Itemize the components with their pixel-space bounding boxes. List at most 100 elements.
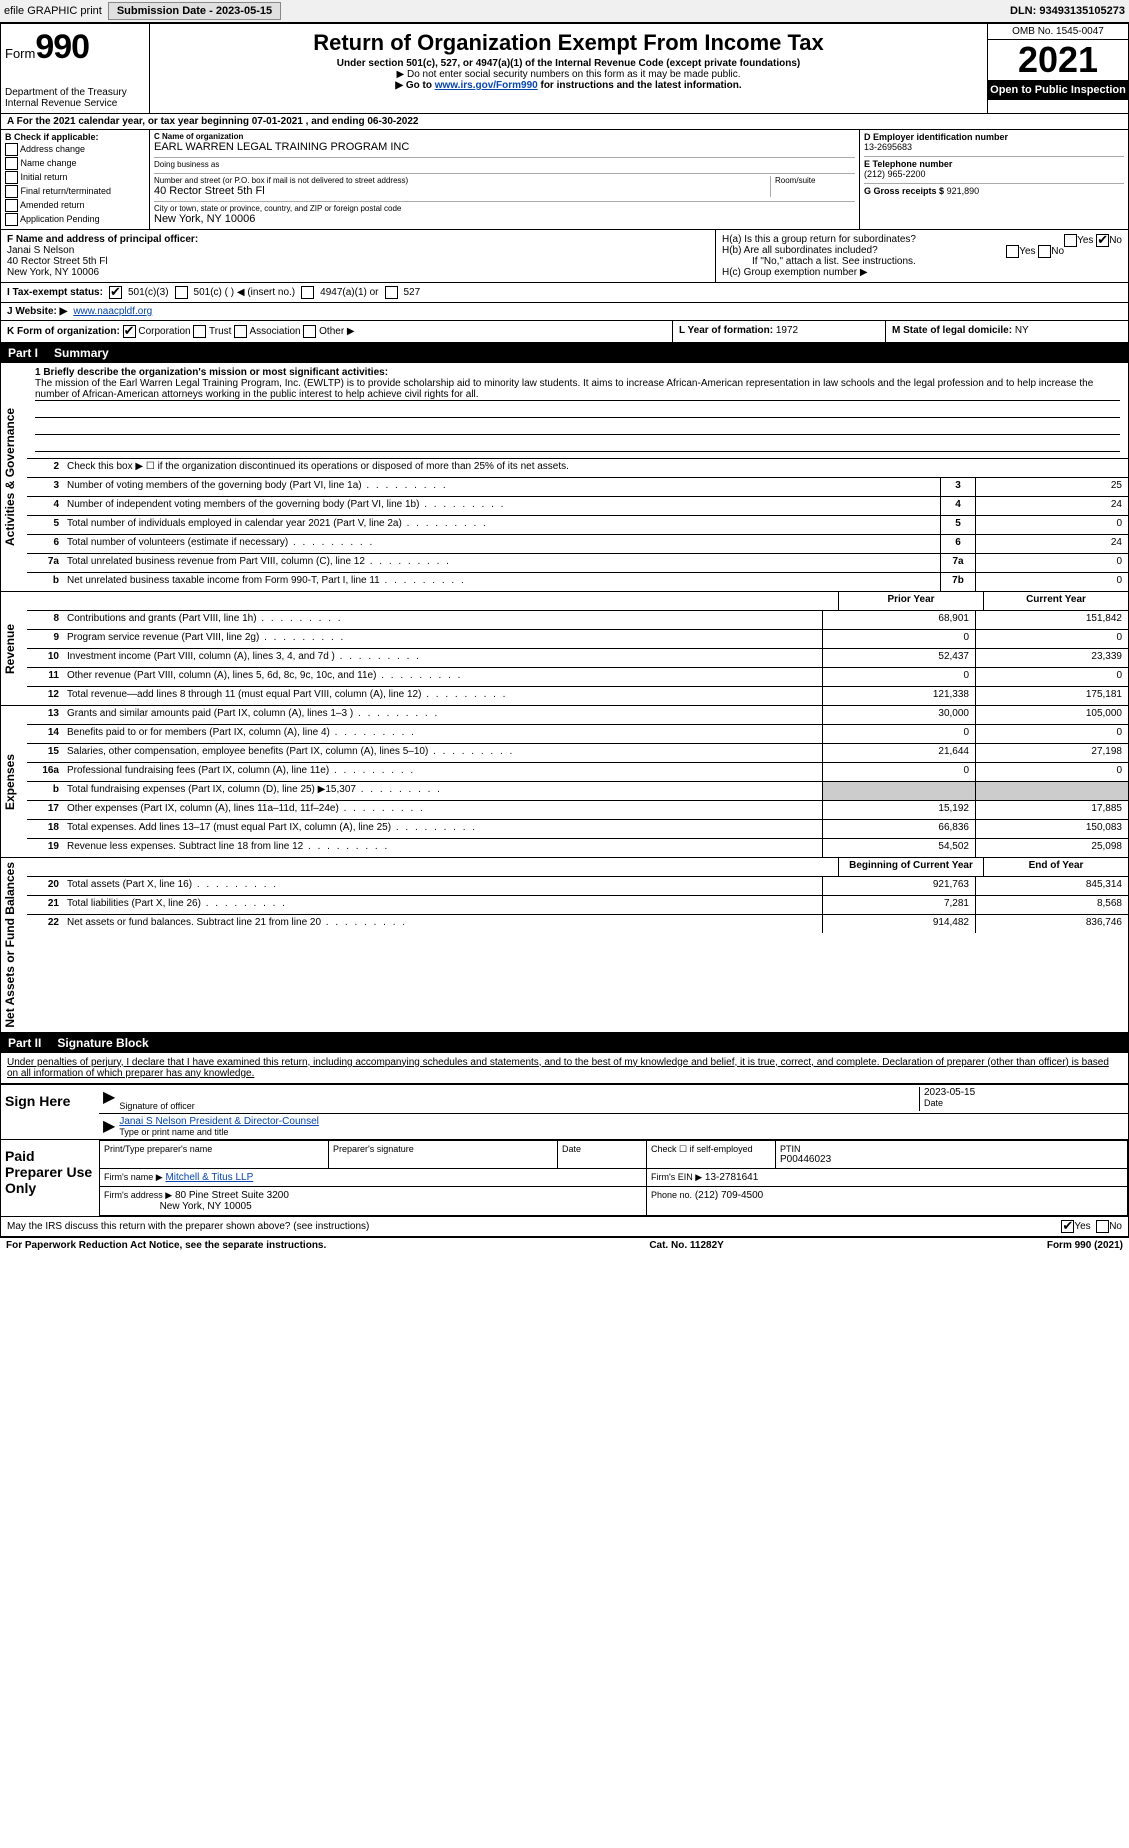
block-revenue: Revenue Prior Year Current Year 8Contrib…	[0, 592, 1129, 706]
room-label: Room/suite	[775, 176, 855, 185]
dept-treasury: Department of the Treasury	[5, 87, 145, 98]
section-a-taxyear: A For the 2021 calendar year, or tax yea…	[0, 114, 1129, 130]
officer-addr2: New York, NY 10006	[7, 267, 709, 278]
chk-amended[interactable]: Amended return	[5, 199, 145, 212]
firm-name[interactable]: Mitchell & Titus LLP	[165, 1172, 253, 1183]
hb-no[interactable]	[1038, 245, 1051, 258]
col-begin: Beginning of Current Year	[838, 858, 983, 876]
i-label: I Tax-exempt status:	[7, 287, 103, 298]
chk-pending[interactable]: Application Pending	[5, 213, 145, 226]
note-ssn: ▶ Do not enter social security numbers o…	[158, 69, 979, 80]
open-to-public: Open to Public Inspection	[988, 80, 1128, 100]
page-footer: For Paperwork Reduction Act Notice, see …	[0, 1237, 1129, 1253]
j-label: J Website: ▶	[7, 306, 67, 317]
firm-name-l: Firm's name ▶	[104, 1172, 163, 1182]
chk-initial[interactable]: Initial return	[5, 171, 145, 184]
chk-assoc[interactable]	[234, 325, 247, 338]
net-header-row: Beginning of Current Year End of Year	[27, 858, 1128, 877]
sig-arrow-icon-2: ▶	[103, 1116, 115, 1137]
chk-other[interactable]	[303, 325, 316, 338]
chk-501c3[interactable]	[109, 286, 122, 299]
vert-netassets: Net Assets or Fund Balances	[1, 858, 27, 1032]
block-netassets: Net Assets or Fund Balances Beginning of…	[0, 858, 1129, 1033]
taxyear-text: For the 2021 calendar year, or tax year …	[17, 116, 419, 127]
prep-name-h: Print/Type preparer's name	[104, 1144, 324, 1154]
chk-527[interactable]	[385, 286, 398, 299]
section-m: M State of legal domicile: NY	[885, 321, 1128, 342]
chk-trust[interactable]	[193, 325, 206, 338]
ha-label: H(a) Is this a group return for subordin…	[722, 234, 916, 245]
ptin-h: PTIN	[780, 1144, 1123, 1154]
summary-row: 6Total number of volunteers (estimate if…	[27, 535, 1128, 554]
summary-row: 10Investment income (Part VIII, column (…	[27, 649, 1128, 668]
type-name-label: Type or print name and title	[119, 1127, 1124, 1137]
submission-date-button[interactable]: Submission Date - 2023-05-15	[108, 2, 281, 20]
b-label: B Check if applicable:	[5, 132, 145, 142]
section-bcdeg: B Check if applicable: Address change Na…	[0, 130, 1129, 230]
summary-row: 13Grants and similar amounts paid (Part …	[27, 706, 1128, 725]
efile-label: efile GRAPHIC print	[4, 5, 102, 17]
hb-yes[interactable]	[1006, 245, 1019, 258]
summary-row: 18Total expenses. Add lines 13–17 (must …	[27, 820, 1128, 839]
vert-expenses: Expenses	[1, 706, 27, 857]
chk-name[interactable]: Name change	[5, 157, 145, 170]
summary-row: 14Benefits paid to or for members (Part …	[27, 725, 1128, 744]
phone-value: (212) 965-2200	[864, 169, 1124, 179]
summary-row: 12Total revenue—add lines 8 through 11 (…	[27, 687, 1128, 705]
col-end: End of Year	[983, 858, 1128, 876]
street-value: 40 Rector Street 5th Fl	[154, 185, 770, 197]
discuss-no[interactable]	[1096, 1220, 1109, 1233]
section-ij: I Tax-exempt status: 501(c)(3) 501(c) ( …	[0, 283, 1129, 321]
summary-row: 11Other revenue (Part VIII, column (A), …	[27, 668, 1128, 687]
sig-date-label: Date	[924, 1098, 1124, 1108]
part-ii-header: Part II Signature Block	[0, 1033, 1129, 1053]
summary-row: 9Program service revenue (Part VIII, lin…	[27, 630, 1128, 649]
prep-check: Check ☐ if self-employed	[651, 1144, 771, 1155]
summary-row: 19Revenue less expenses. Subtract line 1…	[27, 839, 1128, 857]
summary-row: 20Total assets (Part X, line 16)921,7638…	[27, 877, 1128, 896]
efile-topbar: efile GRAPHIC print Submission Date - 20…	[0, 0, 1129, 23]
footer-right: Form 990 (2021)	[1047, 1240, 1123, 1251]
line1-label: 1 Briefly describe the organization's mi…	[35, 367, 1120, 378]
city-value: New York, NY 10006	[154, 213, 855, 225]
irs-link[interactable]: www.irs.gov/Form990	[435, 80, 538, 91]
state-domicile: NY	[1015, 325, 1029, 336]
paid-preparer-label: Paid Preparer Use Only	[1, 1140, 99, 1216]
chk-501c[interactable]	[175, 286, 188, 299]
officer-addr1: 40 Rector Street 5th Fl	[7, 256, 709, 267]
chk-corp[interactable]	[123, 325, 136, 338]
sig-date-value: 2023-05-15	[924, 1087, 1124, 1098]
chk-address[interactable]: Address change	[5, 143, 145, 156]
ein-value: 13-2695683	[864, 142, 1124, 152]
section-h: H(a) Is this a group return for subordin…	[716, 230, 1128, 282]
chk-4947[interactable]	[301, 286, 314, 299]
summary-row: 8Contributions and grants (Part VIII, li…	[27, 611, 1128, 630]
part-ii-title: Signature Block	[57, 1036, 148, 1050]
section-c: C Name of organization EARL WARREN LEGAL…	[150, 130, 859, 229]
summary-row: 5Total number of individuals employed in…	[27, 516, 1128, 535]
org-name: EARL WARREN LEGAL TRAINING PROGRAM INC	[154, 141, 855, 153]
discuss-label: May the IRS discuss this return with the…	[7, 1221, 369, 1232]
footer-mid: Cat. No. 11282Y	[649, 1240, 723, 1251]
hc-label: H(c) Group exemption number ▶	[722, 267, 1122, 278]
signature-block: Sign Here ▶ Signature of officer 2023-05…	[0, 1084, 1129, 1237]
goto-post: for instructions and the latest informat…	[538, 80, 742, 91]
firm-phone: (212) 709-4500	[695, 1190, 763, 1201]
phone-l: Phone no.	[651, 1190, 692, 1200]
chk-final[interactable]: Final return/terminated	[5, 185, 145, 198]
discuss-yes[interactable]	[1061, 1220, 1074, 1233]
website-link[interactable]: www.naacpldf.org	[73, 306, 152, 317]
sign-here-label: Sign Here	[1, 1085, 99, 1139]
mission-text: The mission of the Earl Warren Legal Tra…	[35, 378, 1120, 401]
goto-pre: ▶ Go to	[395, 80, 434, 91]
ha-yes[interactable]	[1064, 234, 1077, 247]
g-label: G Gross receipts $	[864, 186, 944, 196]
section-deg: D Employer identification number 13-2695…	[859, 130, 1128, 229]
ha-no[interactable]	[1096, 234, 1109, 247]
note-goto: ▶ Go to www.irs.gov/Form990 for instruct…	[158, 80, 979, 91]
f-label: F Name and address of principal officer:	[7, 234, 709, 245]
officer-typed-name[interactable]: Janai S Nelson President & Director-Coun…	[119, 1116, 319, 1127]
firm-addr-l: Firm's address ▶	[104, 1190, 172, 1200]
section-klm: K Form of organization: Corporation Trus…	[0, 321, 1129, 343]
col-prior: Prior Year	[838, 592, 983, 610]
